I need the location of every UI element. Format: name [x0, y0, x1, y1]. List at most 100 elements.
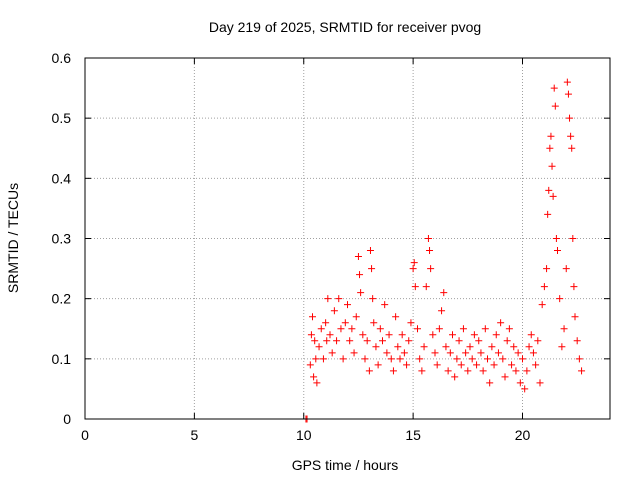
y-tick-label: 0 [63, 411, 71, 427]
data-point [442, 343, 450, 351]
data-point [503, 337, 511, 345]
data-point [468, 355, 476, 363]
data-point [568, 144, 576, 152]
data-point [521, 385, 529, 393]
data-point [457, 361, 465, 369]
y-tick-label: 0.2 [52, 291, 72, 307]
data-point [544, 210, 552, 218]
data-point [363, 337, 371, 345]
x-axis-label: GPS time / hours [292, 457, 399, 473]
data-point [326, 331, 334, 339]
data-series-srmtid [302, 78, 586, 423]
data-point [394, 343, 402, 351]
data-point [392, 313, 400, 321]
data-point [501, 373, 509, 381]
data-point [405, 337, 413, 345]
data-point [490, 361, 498, 369]
data-point [409, 265, 417, 273]
data-point [383, 349, 391, 357]
data-point [575, 355, 583, 363]
data-point [538, 301, 546, 309]
data-point [400, 349, 408, 357]
data-point [309, 313, 316, 321]
data-point [494, 349, 502, 357]
data-point [335, 295, 343, 303]
x-tick-label: 10 [296, 427, 312, 443]
data-point [499, 355, 507, 363]
data-point [324, 295, 332, 303]
data-point [540, 283, 548, 291]
data-point [560, 325, 568, 333]
data-point [548, 162, 556, 170]
data-point [311, 337, 319, 345]
data-point [573, 337, 581, 345]
data-point [372, 343, 380, 351]
data-point [341, 319, 349, 327]
data-point [365, 367, 373, 375]
data-point [396, 355, 404, 363]
data-point [546, 144, 554, 152]
data-point [563, 78, 571, 86]
data-point [525, 343, 533, 351]
data-point [389, 367, 397, 375]
data-point [433, 361, 441, 369]
data-point [556, 295, 564, 303]
data-point [543, 265, 551, 273]
data-point [361, 355, 369, 363]
data-point [356, 271, 364, 279]
data-point [357, 289, 365, 297]
data-point [550, 84, 558, 92]
data-point [438, 307, 446, 315]
data-point [344, 301, 351, 309]
data-point [418, 367, 426, 375]
data-point [484, 355, 491, 363]
data-point [536, 379, 544, 387]
data-point [359, 331, 367, 339]
data-point [567, 132, 575, 140]
data-point [462, 349, 470, 357]
data-point [333, 337, 341, 345]
data-point [414, 325, 421, 333]
data-point [512, 367, 520, 375]
data-point [416, 355, 424, 363]
chart-title: Day 219 of 2025, SRMTID for receiver pvo… [209, 19, 481, 35]
y-tick-label: 0.1 [52, 351, 72, 367]
grid [85, 58, 610, 419]
data-point [370, 319, 378, 327]
data-point [420, 343, 428, 351]
data-point [505, 325, 513, 333]
data-point [376, 325, 384, 333]
data-point [366, 247, 374, 255]
data-point [385, 331, 393, 339]
data-point [348, 325, 356, 333]
data-point [379, 337, 386, 345]
data-point [527, 331, 535, 339]
data-point [475, 337, 483, 345]
data-point [547, 132, 555, 140]
data-point [411, 283, 419, 291]
axis-ticks: 0 5 10 15 20 0 0.1 0.2 0.3 0.4 0.5 0.6 [52, 50, 610, 443]
data-point [422, 283, 430, 291]
data-point [554, 247, 561, 255]
data-point [312, 355, 320, 363]
data-point [455, 337, 463, 345]
data-point [310, 373, 318, 381]
data-point [322, 319, 330, 327]
data-point [369, 295, 377, 303]
data-point [429, 331, 437, 339]
data-point [368, 265, 376, 273]
data-point [339, 355, 347, 363]
data-point [508, 361, 516, 369]
data-point [319, 355, 327, 363]
data-point [510, 343, 518, 351]
data-point [346, 337, 354, 345]
data-point [440, 289, 448, 297]
data-point [519, 355, 526, 363]
data-point [449, 331, 456, 339]
x-tick-label: 0 [81, 427, 89, 443]
x-tick-label: 20 [515, 427, 531, 443]
data-point [523, 367, 531, 375]
data-point [426, 247, 434, 255]
data-point [313, 379, 321, 387]
data-point [403, 361, 411, 369]
